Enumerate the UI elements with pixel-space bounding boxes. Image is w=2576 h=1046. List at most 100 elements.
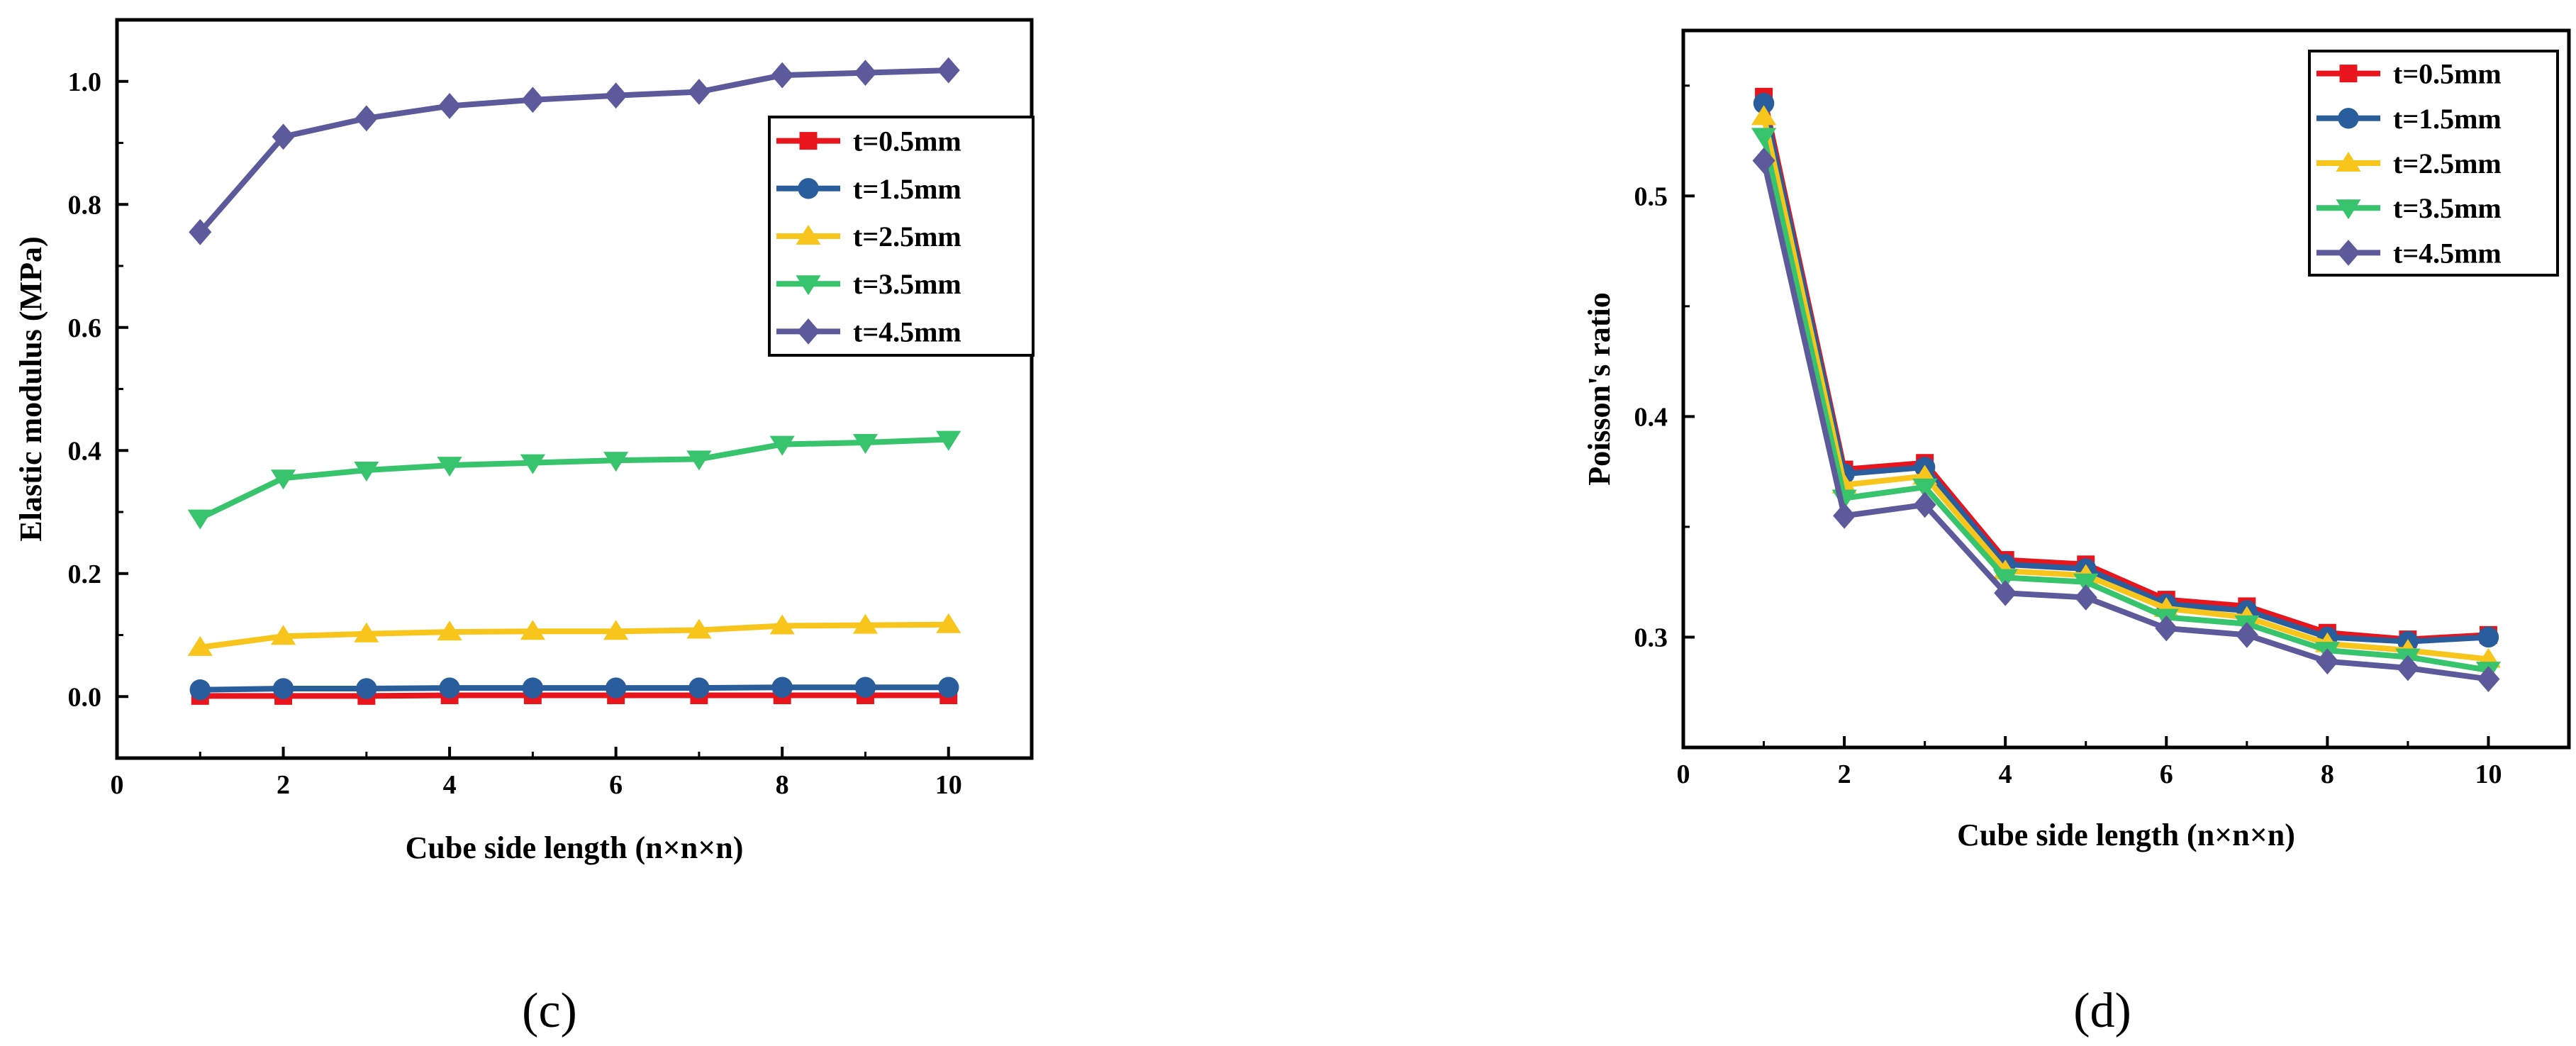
legend: t=0.5mm t=1.5mm t=2.5mm t=3.5mm t=4.5mm — [768, 116, 1035, 357]
legend-marker — [2336, 152, 2361, 172]
legend-marker — [798, 178, 819, 199]
legend-marker — [797, 318, 820, 345]
chart-panel-d: 0 2 4 6 8 10 0.3 0.4 0.5 Cube side length (n×n×n)… — [1582, 28, 2571, 1038]
data-point — [270, 469, 296, 490]
y-tick-label: 0.3 — [1634, 623, 1668, 652]
data-point — [769, 435, 795, 456]
data-point — [769, 614, 795, 635]
data-point — [771, 677, 793, 698]
legend-marker — [796, 275, 821, 296]
data-point — [1992, 569, 2018, 589]
data-point — [2074, 584, 2097, 611]
legend-label: t=1.5mm — [853, 173, 961, 205]
y-tick-label: 0.4 — [68, 436, 102, 466]
data-point — [439, 677, 460, 699]
data-point — [522, 677, 544, 699]
data-point — [937, 57, 960, 84]
data-point — [686, 618, 712, 639]
data-point — [938, 677, 959, 698]
series-t=4.5mm — [1752, 148, 2500, 692]
data-point — [438, 93, 462, 119]
legend-label: t=1.5mm — [2393, 103, 2502, 135]
series-line — [1761, 96, 2489, 642]
y-axis-title: Elastic modulus (MPa) — [13, 236, 48, 541]
legend-marker — [799, 132, 818, 150]
legend-marker — [2337, 240, 2360, 266]
y-tick-label: 0.4 — [1634, 402, 1668, 432]
x-tick-label: 4 — [443, 770, 457, 800]
data-point — [603, 452, 629, 472]
data-point — [437, 621, 462, 641]
chart-panel-c: 0 2 4 6 8 10 0.0 0.2 0.4 0.6 0.8 1.0 Cube side lengt… — [13, 18, 1035, 1038]
y-tick-label: 0.0 — [68, 682, 102, 712]
data-point — [354, 622, 379, 642]
data-point — [2396, 655, 2419, 681]
x-tick-label: 6 — [609, 770, 623, 800]
data-point — [2155, 615, 2178, 642]
x-tick-label: 10 — [2475, 760, 2502, 789]
data-point — [852, 613, 879, 634]
legend-label: t=2.5mm — [2393, 148, 2502, 179]
legend-label: t=3.5mm — [2393, 192, 2502, 224]
data-point — [1753, 92, 1775, 114]
series-t=1.5mm — [189, 677, 959, 701]
data-point — [603, 620, 629, 640]
legend-marker — [2339, 65, 2358, 83]
data-point — [1994, 579, 2017, 606]
y-tick-label: 1.0 — [68, 67, 102, 97]
legend-label: t=0.5mm — [2393, 58, 2502, 90]
data-point — [771, 62, 794, 89]
data-point — [686, 450, 712, 471]
legend-marker — [796, 225, 821, 245]
series-t=4.5mm — [189, 57, 960, 245]
x-tick-label: 8 — [776, 770, 789, 800]
data-point — [1751, 128, 1777, 148]
data-point — [1912, 478, 1938, 499]
data-point — [272, 678, 294, 699]
data-point — [187, 509, 213, 530]
data-point — [189, 218, 212, 245]
y-tick-label: 0.2 — [68, 560, 102, 589]
data-point — [270, 625, 296, 645]
legend-label: t=2.5mm — [853, 221, 961, 252]
y-tick-label: 0.5 — [1634, 182, 1668, 211]
y-tick-label: 0.8 — [68, 190, 102, 220]
data-point — [604, 82, 628, 109]
data-point — [854, 677, 876, 698]
series-line — [1761, 116, 2489, 662]
data-point — [2073, 573, 2099, 594]
data-point — [936, 430, 961, 451]
data-point — [520, 620, 545, 640]
legend-marker — [2338, 108, 2359, 129]
data-point — [854, 60, 877, 87]
data-point — [1913, 491, 1936, 518]
data-point — [2477, 666, 2500, 692]
data-point — [688, 677, 710, 699]
x-tick-label: 10 — [935, 770, 962, 800]
data-point — [189, 679, 211, 701]
data-point — [187, 635, 213, 656]
data-point — [1752, 148, 1775, 174]
x-tick-label: 2 — [1838, 760, 1851, 789]
data-point — [355, 105, 378, 132]
data-point — [1751, 105, 1777, 126]
series-line — [199, 436, 949, 521]
data-point — [354, 462, 379, 482]
data-point — [605, 677, 627, 699]
series-line — [198, 67, 949, 234]
y-axis-title: Poisson's ratio — [1582, 292, 1617, 486]
data-point — [2477, 626, 2499, 648]
data-point — [936, 613, 961, 633]
x-tick-label: 6 — [2160, 760, 2173, 789]
legend-label: t=4.5mm — [2393, 237, 2502, 269]
data-point — [272, 123, 295, 150]
y-tick-label: 0.6 — [68, 313, 102, 343]
x-tick-label: 0 — [111, 770, 124, 800]
legend: t=0.5mm t=1.5mm t=2.5mm t=3.5mm t=4.5mm — [2308, 50, 2559, 277]
legend-label: t=0.5mm — [853, 126, 961, 157]
x-axis-title: Cube side length (n×n×n) — [1957, 818, 2295, 852]
data-point — [521, 87, 545, 113]
legend-label: t=4.5mm — [853, 316, 961, 347]
data-point — [852, 433, 879, 454]
